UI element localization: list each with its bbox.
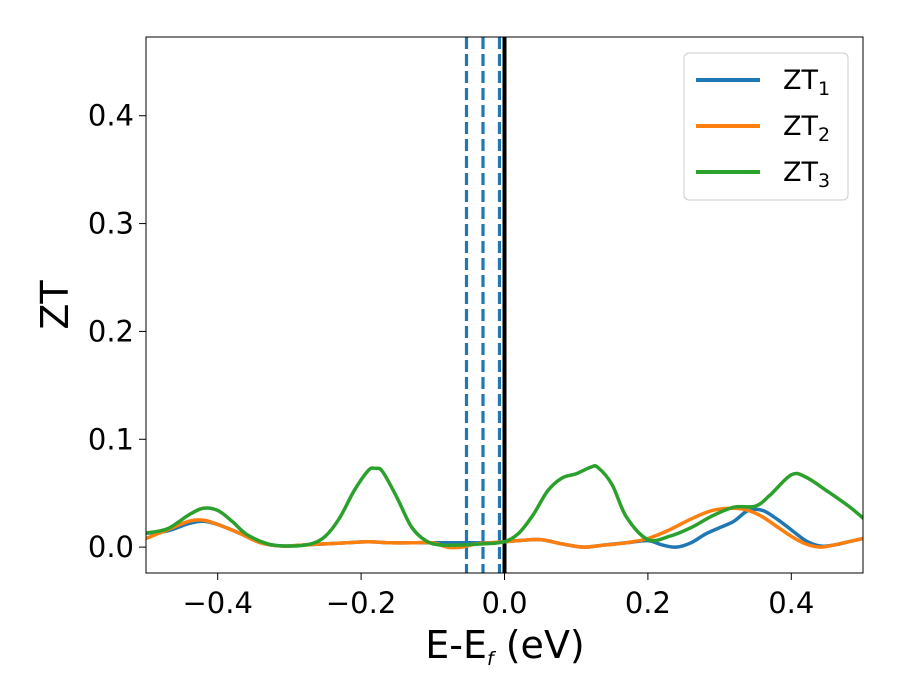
legend-label-zt1: ZT1: [783, 65, 830, 100]
series-line-zt3: [146, 464, 863, 548]
x-tick-label: 0.2: [625, 586, 671, 620]
y-tick-label: 0.3: [88, 207, 134, 241]
x-axis-label: E-Ef (eV): [425, 623, 585, 670]
y-tick-label: 0.4: [88, 99, 134, 133]
x-axis: −0.4 −0.2 0.0 0.2 0.4: [182, 573, 814, 620]
y-tick-label: 0.2: [88, 314, 134, 348]
legend-box: [683, 52, 849, 201]
reference-lines: [464, 37, 507, 573]
y-axis: 0.0 0.1 0.2 0.3 0.4: [88, 99, 146, 564]
y-tick-label: 0.1: [88, 422, 134, 456]
series-lines: [146, 464, 863, 550]
legend-label-zt3: ZT3: [783, 157, 830, 192]
x-tick-label: 0.4: [768, 586, 814, 620]
x-tick-label: 0.0: [481, 586, 527, 620]
y-tick-label: 0.0: [88, 530, 134, 564]
x-tick-label: −0.4: [182, 586, 252, 620]
x-tick-label: −0.2: [326, 586, 396, 620]
y-axis-label: ZT: [33, 280, 77, 330]
legend: ZT1 ZT2 ZT3: [683, 52, 849, 201]
legend-label-zt2: ZT2: [783, 111, 830, 146]
